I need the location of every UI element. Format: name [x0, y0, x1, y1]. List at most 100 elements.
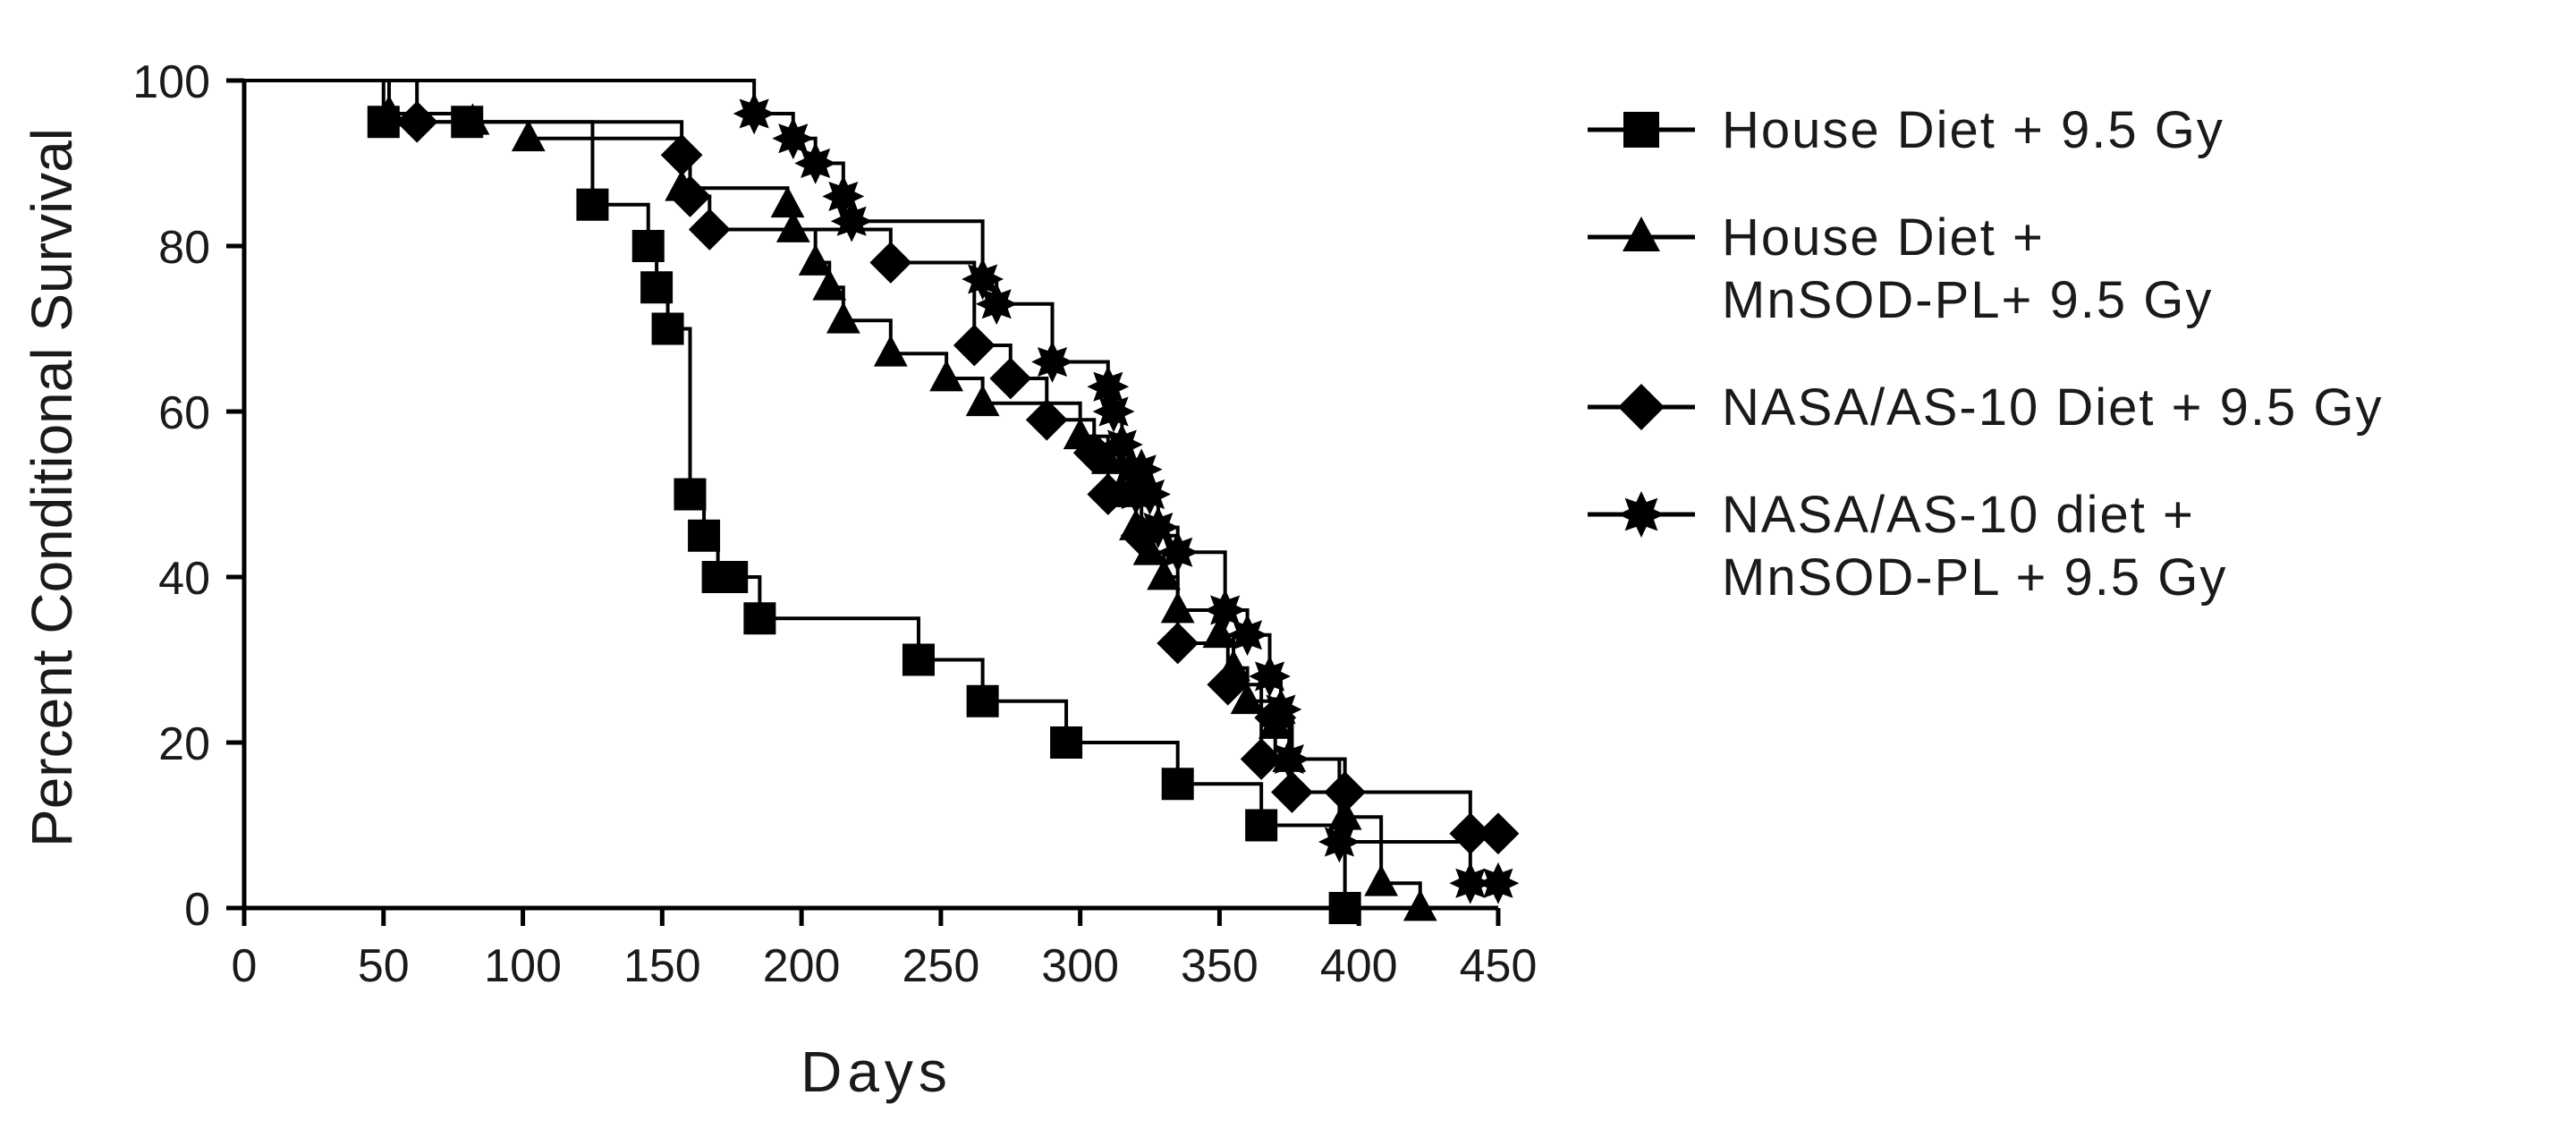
data-point: [455, 103, 490, 135]
data-point: [1072, 431, 1115, 474]
x-tick-label: 100: [484, 940, 562, 992]
series-square: [244, 79, 1361, 924]
data-point: [966, 684, 999, 717]
data-point: [1161, 768, 1194, 801]
data-point: [1271, 771, 1313, 813]
data-point: [651, 312, 684, 345]
data-point: [1157, 531, 1199, 573]
legend-marker: [1623, 216, 1660, 251]
data-point: [1240, 738, 1283, 780]
y-tick-label: 60: [158, 387, 210, 439]
data-point: [688, 519, 721, 552]
legend-label: MnSOD-PL + 9.5 Gy: [1722, 548, 2227, 607]
data-point: [1050, 726, 1083, 759]
data-point: [669, 175, 711, 217]
data-point: [1204, 589, 1247, 632]
data-point: [640, 271, 674, 304]
data-point: [770, 186, 805, 218]
legend-label: MnSOD-PL+ 9.5 Gy: [1722, 271, 2213, 329]
data-point: [1120, 514, 1163, 557]
legend-item: House Diet +MnSOD-PL+ 9.5 Gy: [1588, 208, 2213, 329]
data-point: [1318, 820, 1360, 863]
data-point: [962, 258, 1004, 301]
series-star: [244, 79, 1520, 904]
legend-label: NASA/AS-10 diet +: [1722, 486, 2195, 544]
data-point: [372, 95, 406, 127]
data-point: [716, 561, 749, 593]
data-point: [953, 324, 996, 367]
data-point: [1249, 655, 1291, 698]
data-point: [1202, 616, 1237, 649]
data-point: [1230, 683, 1265, 715]
data-point: [660, 133, 703, 176]
data-point: [631, 230, 665, 262]
data-point: [1092, 390, 1135, 433]
data-point: [830, 199, 873, 242]
data-point: [798, 243, 833, 276]
data-point: [1402, 889, 1437, 921]
data-point: [1087, 365, 1130, 408]
series-line: [244, 79, 1498, 836]
data-point: [812, 268, 847, 301]
data-point: [1328, 892, 1361, 924]
data-point: [1259, 688, 1302, 731]
x-tick-label: 50: [358, 940, 410, 992]
legend-item: House Diet + 9.5 Gy: [1588, 101, 2223, 159]
data-point: [511, 120, 546, 152]
data-point: [989, 357, 1032, 400]
data-point: [1449, 862, 1492, 904]
data-point: [1147, 558, 1182, 590]
x-tick-label: 150: [623, 940, 701, 992]
data-point: [1477, 812, 1520, 855]
legend-marker: [1623, 112, 1659, 148]
data-point: [965, 385, 1000, 417]
y-tick-label: 80: [158, 222, 210, 274]
y-tick-label: 100: [132, 56, 210, 108]
y-tick-label: 20: [158, 718, 210, 770]
data-point: [733, 92, 775, 135]
data-point: [674, 478, 707, 511]
x-tick-label: 450: [1460, 940, 1538, 992]
data-point: [1449, 812, 1492, 855]
legend-marker: [1618, 491, 1665, 538]
data-point: [1267, 738, 1310, 780]
data-point: [1324, 771, 1367, 813]
x-tick-label: 300: [1041, 940, 1119, 992]
legend-item: NASA/AS-10 diet +MnSOD-PL + 9.5 Gy: [1588, 486, 2227, 607]
data-point: [1129, 473, 1171, 515]
legend: House Diet + 9.5 Gy House Diet +MnSOD-PL+…: [1588, 101, 2383, 607]
data-point: [1132, 533, 1167, 565]
data-point: [869, 242, 912, 284]
legend-item: NASA/AS-10 Diet + 9.5 Gy: [1588, 378, 2383, 437]
x-tick-label: 350: [1181, 940, 1258, 992]
series-layer: [244, 79, 1520, 924]
data-point: [1157, 622, 1199, 665]
data-point: [1226, 614, 1268, 657]
y-tick-label: 0: [184, 884, 210, 936]
data-point: [1087, 473, 1130, 515]
legend-label: House Diet +: [1722, 208, 2045, 267]
x-axis-title: Days: [801, 1040, 953, 1104]
data-point: [743, 602, 776, 635]
legend-label: NASA/AS-10 Diet + 9.5 Gy: [1722, 378, 2383, 437]
data-point: [1025, 398, 1068, 441]
data-point: [1477, 862, 1520, 904]
data-point: [1207, 663, 1250, 706]
data-point: [688, 208, 731, 250]
data-point: [902, 643, 935, 676]
data-point: [794, 142, 837, 184]
x-tick-label: 250: [902, 940, 980, 992]
data-point: [1327, 798, 1362, 830]
data-point: [826, 301, 860, 334]
data-point: [1245, 809, 1278, 842]
data-point: [1137, 506, 1180, 548]
y-tick-label: 40: [158, 553, 210, 605]
x-tick-label: 200: [763, 940, 841, 992]
series-diamond: [244, 79, 1520, 855]
series-line: [244, 79, 1498, 886]
y-axis-title: Percent Conditional Survival: [20, 128, 84, 847]
x-tick-label: 0: [232, 940, 258, 992]
data-point: [772, 117, 815, 160]
data-point: [395, 100, 438, 143]
